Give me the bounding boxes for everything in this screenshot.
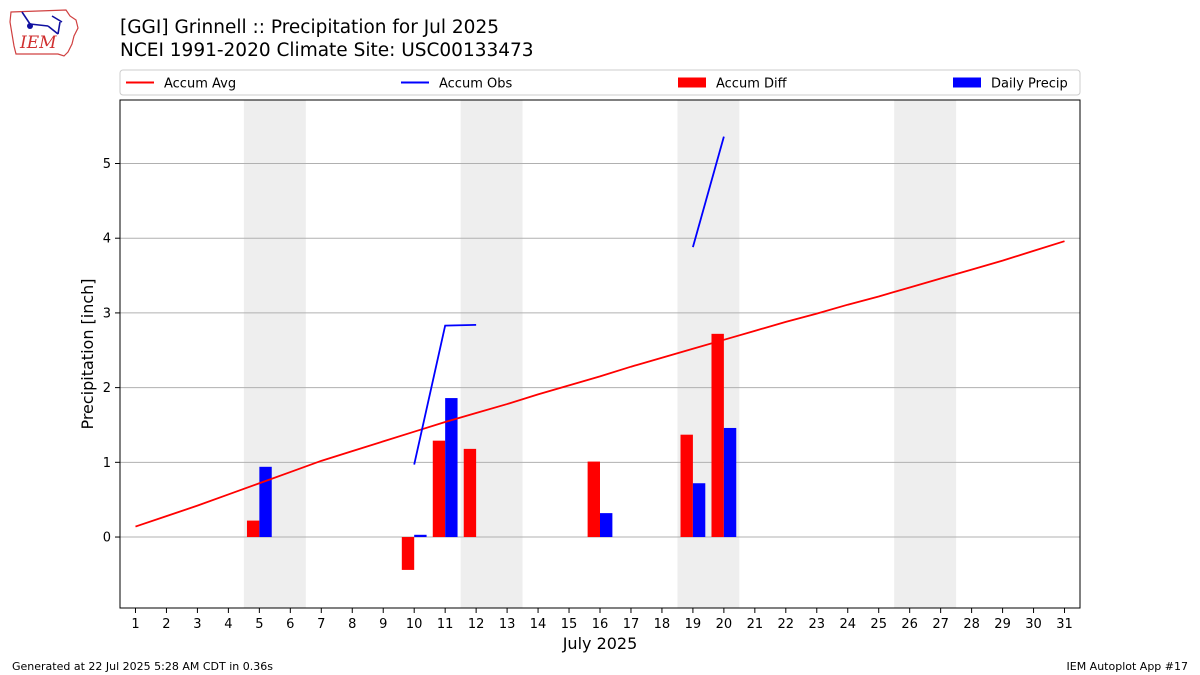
x-tick-label-12: 12 xyxy=(468,617,485,632)
x-tick-label-14: 14 xyxy=(530,617,547,632)
logo-text: IEM xyxy=(19,33,57,53)
iem-logo: IEM xyxy=(9,9,79,57)
y-tick-label-3: 3 xyxy=(103,306,111,321)
x-tick-label-27: 27 xyxy=(932,617,949,632)
x-tick-label-11: 11 xyxy=(437,617,454,632)
daily-precip-bar-day-19 xyxy=(692,483,706,538)
x-tick-label-26: 26 xyxy=(901,617,918,632)
iowa-outline-icon xyxy=(9,9,79,57)
weekend-shade-3 xyxy=(677,100,740,608)
x-tick-label-22: 22 xyxy=(778,617,795,632)
y-tick-label-5: 5 xyxy=(103,157,111,172)
accum-diff-bar-day-5 xyxy=(246,520,260,538)
legend-label-accum-obs: Accum Obs xyxy=(439,77,512,92)
x-tick-label-13: 13 xyxy=(499,617,516,632)
daily-precip-bar-day-5 xyxy=(259,466,272,538)
x-tick-label-7: 7 xyxy=(317,617,325,632)
accum-diff-bar-day-12 xyxy=(463,448,477,538)
legend-label-accum-diff: Accum Diff xyxy=(716,77,788,92)
y-tick-label-1: 1 xyxy=(103,456,111,471)
generated-timestamp: Generated at 22 Jul 2025 5:28 AM CDT in … xyxy=(12,660,273,673)
weekend-shade-2 xyxy=(460,100,523,608)
x-tick-label-25: 25 xyxy=(870,617,887,632)
y-axis-label: Precipitation [inch] xyxy=(78,278,97,429)
x-tick-label-18: 18 xyxy=(654,617,671,632)
x-tick-label-29: 29 xyxy=(994,617,1011,632)
x-tick-label-31: 31 xyxy=(1056,617,1073,632)
x-tick-label-24: 24 xyxy=(839,617,856,632)
daily-precip-bar-day-11 xyxy=(445,398,458,538)
legend-box xyxy=(119,69,1081,96)
x-tick-label-20: 20 xyxy=(716,617,733,632)
legend-swatch-accum-diff xyxy=(678,77,706,88)
chart-subtitle: NCEI 1991-2020 Climate Site: USC00133473 xyxy=(120,40,534,61)
x-tick-label-15: 15 xyxy=(561,617,578,632)
accum-diff-bar-day-19 xyxy=(680,434,693,538)
y-tick-label-2: 2 xyxy=(103,381,111,396)
accum-diff-bar-day-10 xyxy=(401,537,415,570)
x-tick-label-23: 23 xyxy=(809,617,826,632)
daily-precip-bar-day-16 xyxy=(600,513,613,538)
x-tick-label-6: 6 xyxy=(286,617,294,632)
x-tick-label-30: 30 xyxy=(1025,617,1042,632)
legend-swatch-daily-precip xyxy=(953,77,981,88)
app-label: IEM Autoplot App #17 xyxy=(1066,660,1189,673)
accum-obs-line-segment-1 xyxy=(413,323,477,465)
x-tick-label-5: 5 xyxy=(255,617,263,632)
daily-precip-bar-day-20 xyxy=(723,427,737,538)
x-tick-label-3: 3 xyxy=(193,617,201,632)
plot-frame xyxy=(119,99,1081,609)
x-axis-label: July 2025 xyxy=(562,634,638,653)
chart-title: [GGI] Grinnell :: Precipitation for Jul … xyxy=(120,17,499,38)
x-tick-label-17: 17 xyxy=(623,617,640,632)
x-tick-label-28: 28 xyxy=(963,617,980,632)
x-tick-label-21: 21 xyxy=(747,617,764,632)
weekend-shade-1 xyxy=(243,100,306,608)
accum-obs-line-segment-2 xyxy=(692,136,725,248)
y-tick-label-0: 0 xyxy=(103,531,111,546)
accum-diff-bar-day-16 xyxy=(587,461,600,538)
legend-label-daily-precip: Daily Precip xyxy=(991,77,1068,92)
accum-diff-bar-day-11 xyxy=(432,440,446,538)
x-tick-label-2: 2 xyxy=(162,617,170,632)
y-tick-label-4: 4 xyxy=(103,232,111,247)
legend-label-accum-avg: Accum Avg xyxy=(164,77,236,92)
weekend-shade-4 xyxy=(894,100,957,608)
x-tick-label-8: 8 xyxy=(348,617,356,632)
accum-diff-bar-day-20 xyxy=(711,333,724,538)
x-tick-label-1: 1 xyxy=(131,617,139,632)
daily-precip-bar-day-10 xyxy=(414,534,427,538)
accum-avg-line xyxy=(135,240,1065,528)
x-tick-label-4: 4 xyxy=(224,617,232,632)
x-tick-label-19: 19 xyxy=(685,617,702,632)
weather-instruments-icon xyxy=(21,11,63,35)
x-tick-label-16: 16 xyxy=(592,617,609,632)
x-tick-label-10: 10 xyxy=(406,617,423,632)
x-tick-label-9: 9 xyxy=(379,617,387,632)
